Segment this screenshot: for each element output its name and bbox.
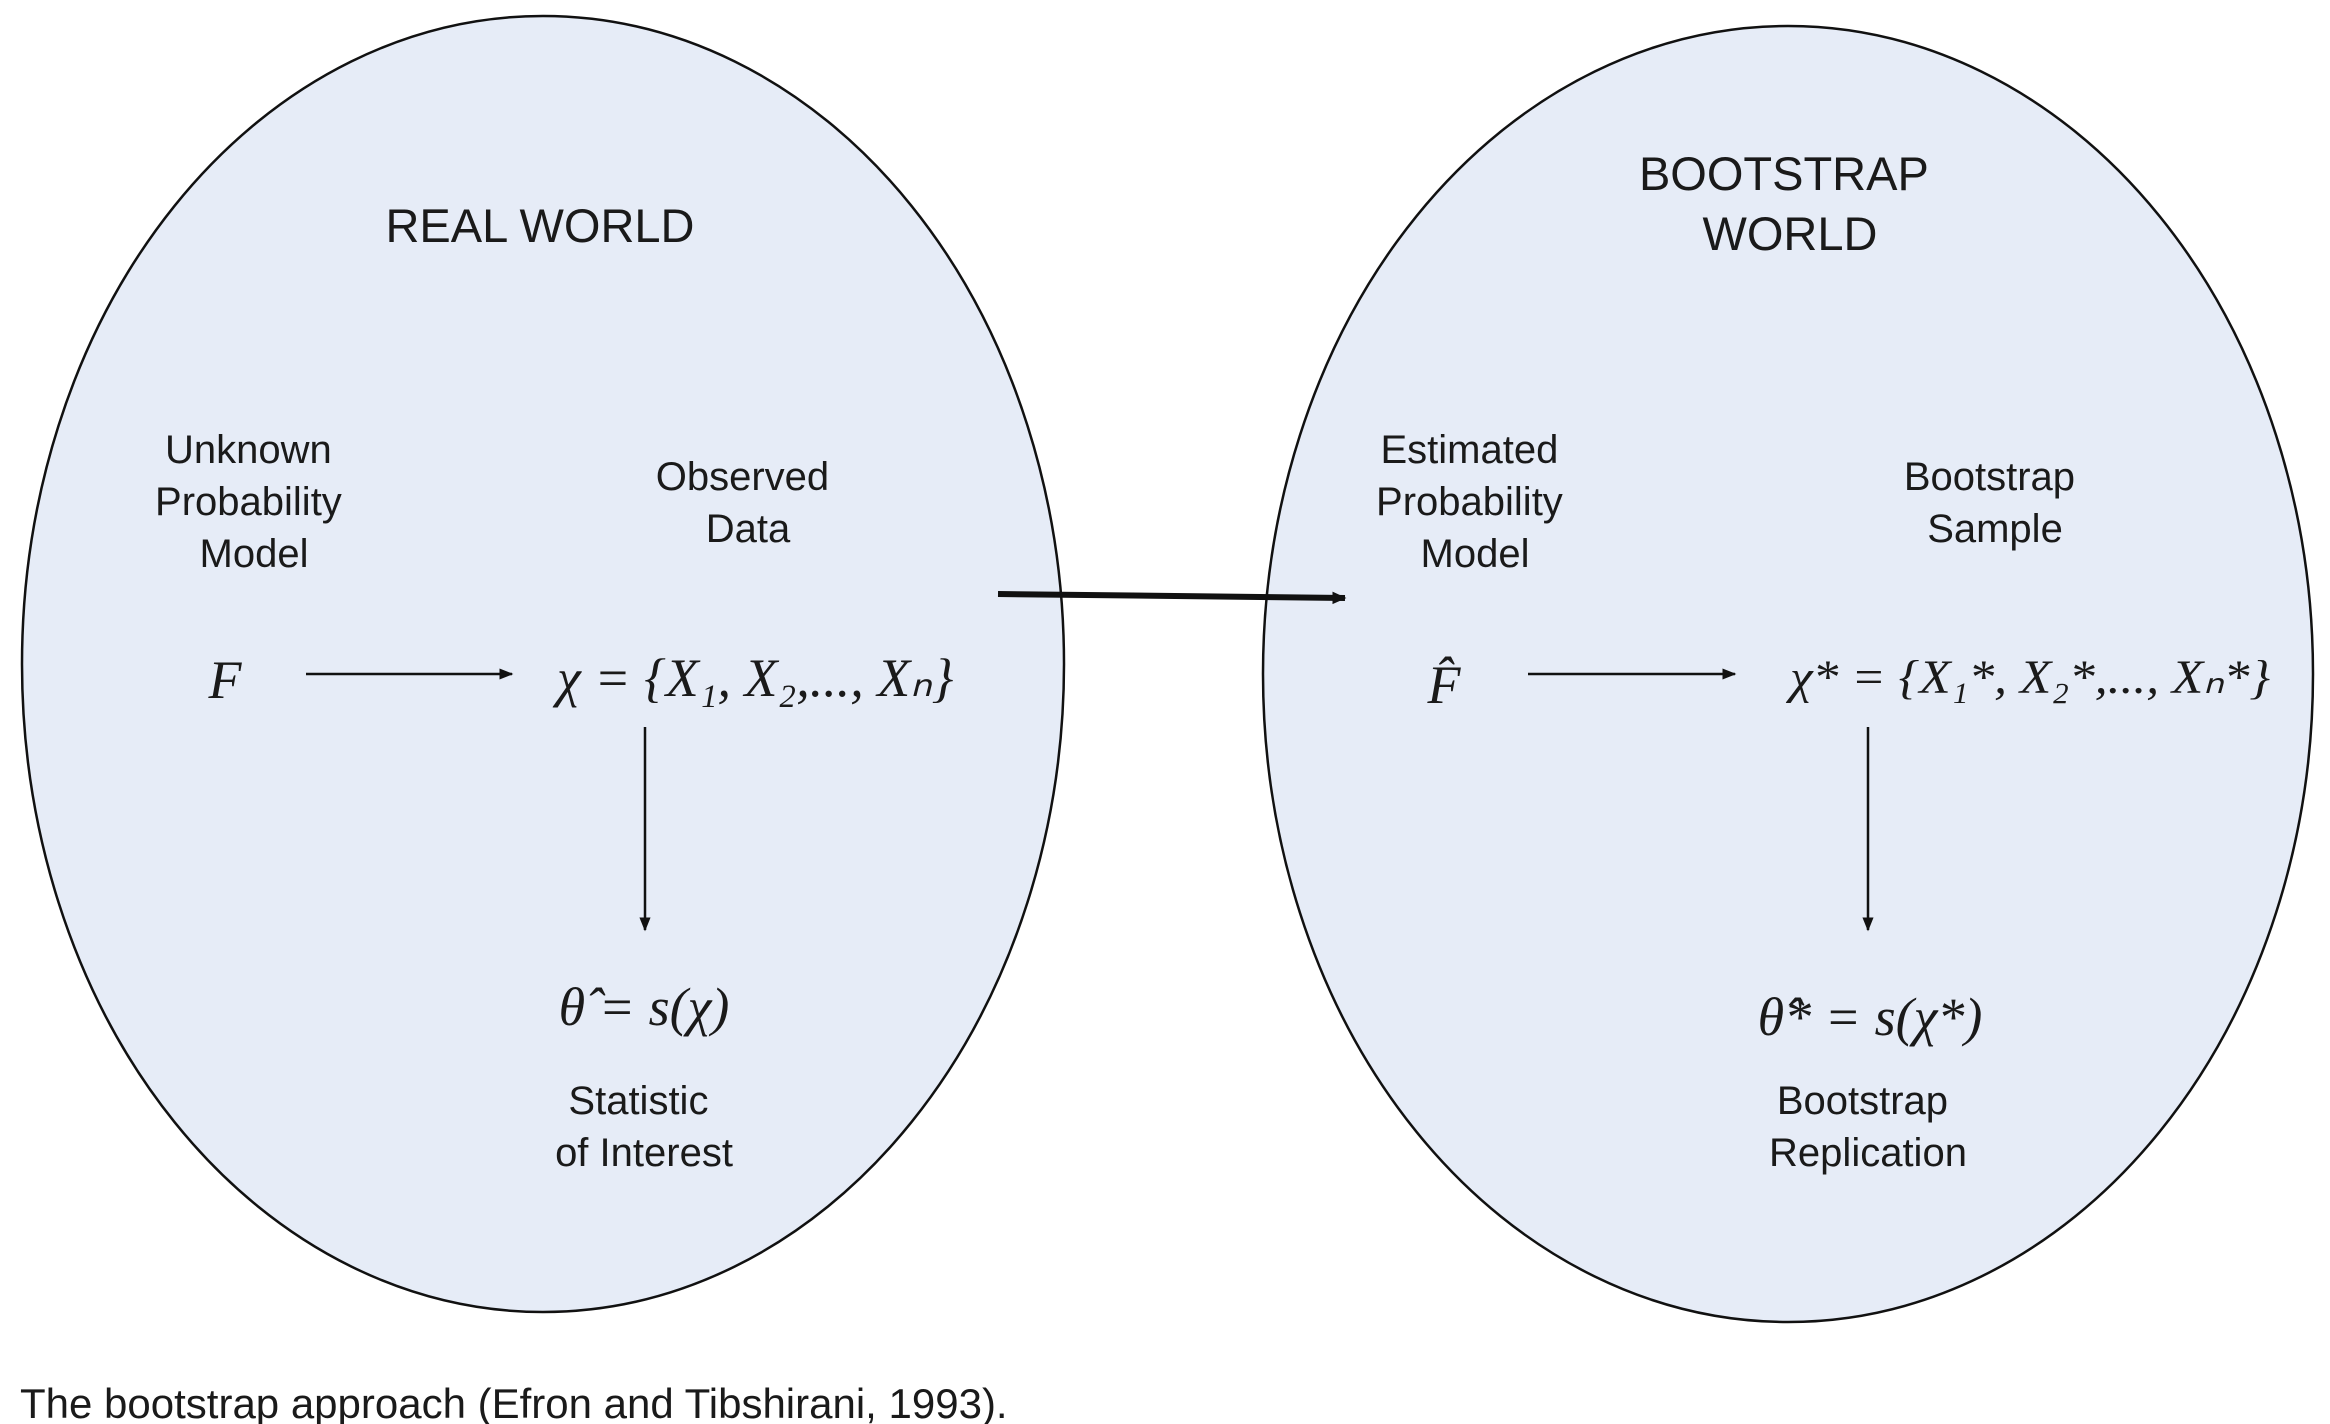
observed-data-formula: χ = {X₁, X₂,..., Xₙ} bbox=[552, 648, 954, 708]
bootstrap-sample-label: Bootstrap Sample bbox=[1904, 455, 2086, 551]
figure-caption: The bootstrap approach (Efron and Tibshi… bbox=[20, 1380, 1008, 1424]
observed-data-label: Observed Data bbox=[656, 455, 841, 551]
world-transition-arrow bbox=[997, 591, 1347, 605]
bootstrap-world-ellipse bbox=[1261, 24, 2315, 1324]
real-world-ellipse bbox=[20, 14, 1066, 1314]
real-world-title: REAL WORLD bbox=[385, 199, 694, 252]
bootstrap-replication-label: Bootstrap Replication bbox=[1769, 1079, 1967, 1175]
bootstrap-world-title: BOOTSTRAP WORLD bbox=[1639, 147, 1941, 260]
model-symbol-f: F bbox=[208, 650, 243, 710]
model-symbol-f-hat: F̂ bbox=[1427, 655, 1462, 715]
bootstrap-replication-formula: θ̂* = s(χ*) bbox=[1758, 987, 1983, 1047]
unknown-model-label: Unknown Probability Model bbox=[155, 428, 353, 576]
estimated-model-label: Estimated Probability Model bbox=[1376, 428, 1574, 576]
statistic-formula: θ̂ = s(χ) bbox=[559, 977, 730, 1037]
statistic-label: Statistic of Interest bbox=[555, 1079, 733, 1175]
bootstrap-sample-formula: χ* = {X₁*, X₂*,..., Xₙ*} bbox=[1786, 651, 2270, 704]
